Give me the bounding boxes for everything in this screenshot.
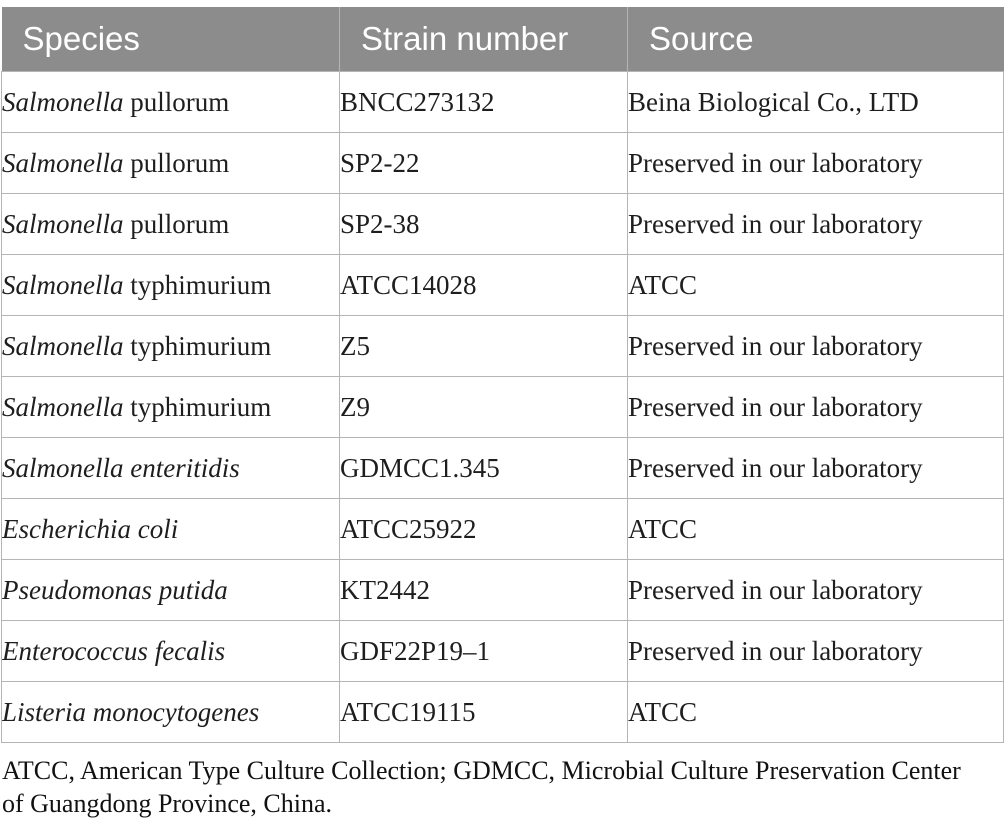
source-cell: ATCC xyxy=(627,498,1004,560)
species-regular-part: typhimurium xyxy=(123,391,272,422)
column-header-strain-number: Strain number xyxy=(339,7,628,72)
strain-number-cell: Z9 xyxy=(339,376,628,438)
species-cell: Salmonella pullorum xyxy=(1,132,340,194)
species-cell: Enterococcus fecalis xyxy=(1,620,340,682)
column-header-species: Species xyxy=(1,7,340,72)
species-cell: Salmonella pullorum xyxy=(1,193,340,255)
species-italic-part: Salmonella xyxy=(2,208,124,239)
source-cell: Beina Biological Co., LTD xyxy=(627,71,1004,133)
column-header-source: Source xyxy=(627,7,1004,72)
species-regular-part: pullorum xyxy=(123,86,230,117)
species-regular-part: typhimurium xyxy=(123,330,272,361)
species-italic-part: Pseudomonas putida xyxy=(2,574,228,605)
table-row: Salmonella enteritidis GDMCC1.345 Preser… xyxy=(1,437,1004,499)
species-regular-part: pullorum xyxy=(123,208,230,239)
species-regular-part: typhimurium xyxy=(123,269,272,300)
source-cell: Preserved in our laboratory xyxy=(627,315,1004,377)
species-italic-part: Enterococcus fecalis xyxy=(2,635,226,666)
table-row: Salmonella pullorum SP2-22 Preserved in … xyxy=(1,132,1004,194)
species-cell: Listeria monocytogenes xyxy=(1,681,340,743)
strain-number-cell: GDMCC1.345 xyxy=(339,437,628,499)
source-cell: Preserved in our laboratory xyxy=(627,559,1004,621)
species-italic-part: Salmonella xyxy=(2,147,124,178)
strain-number-cell: ATCC19115 xyxy=(339,681,628,743)
source-cell: ATCC xyxy=(627,254,1004,316)
table-row: Salmonella typhimurium Z9 Preserved in o… xyxy=(1,376,1004,438)
species-cell: Salmonella typhimurium xyxy=(1,376,340,438)
table-row: Enterococcus fecalis GDF22P19–1 Preserve… xyxy=(1,620,1004,682)
species-cell: Salmonella typhimurium xyxy=(1,254,340,316)
table-row: Salmonella typhimurium Z5 Preserved in o… xyxy=(1,315,1004,377)
strain-number-cell: KT2442 xyxy=(339,559,628,621)
species-cell: Pseudomonas putida xyxy=(1,559,340,621)
source-cell: ATCC xyxy=(627,681,1004,743)
strain-number-cell: SP2-22 xyxy=(339,132,628,194)
species-italic-part: Salmonella enteritidis xyxy=(2,452,240,483)
strain-number-cell: GDF22P19–1 xyxy=(339,620,628,682)
species-italic-part: Salmonella xyxy=(2,269,124,300)
source-cell: Preserved in our laboratory xyxy=(627,437,1004,499)
footnote-line-2: of Guangdong Province, China. xyxy=(2,789,333,818)
strain-number-cell: SP2-38 xyxy=(339,193,628,255)
species-italic-part: Escherichia coli xyxy=(2,513,179,544)
species-cell: Salmonella typhimurium xyxy=(1,315,340,377)
source-cell: Preserved in our laboratory xyxy=(627,620,1004,682)
table-row: Salmonella typhimurium ATCC14028 ATCC xyxy=(1,254,1004,316)
strain-number-cell: Z5 xyxy=(339,315,628,377)
strains-table-wrap: Species Strain number Source Salmonella … xyxy=(1,7,1004,743)
source-cell: Preserved in our laboratory xyxy=(627,193,1004,255)
source-cell: Preserved in our laboratory xyxy=(627,376,1004,438)
species-italic-part: Salmonella xyxy=(2,330,124,361)
strain-number-cell: BNCC273132 xyxy=(339,71,628,133)
species-italic-part: Salmonella xyxy=(2,86,124,117)
species-cell: Salmonella pullorum xyxy=(1,71,340,133)
species-cell: Salmonella enteritidis xyxy=(1,437,340,499)
table-row: Salmonella pullorum BNCC273132 Beina Bio… xyxy=(1,71,1004,133)
species-regular-part: pullorum xyxy=(123,147,230,178)
strain-number-cell: ATCC14028 xyxy=(339,254,628,316)
species-cell: Escherichia coli xyxy=(1,498,340,560)
source-cell: Preserved in our laboratory xyxy=(627,132,1004,194)
strain-number-cell: ATCC25922 xyxy=(339,498,628,560)
table-row: Pseudomonas putida KT2442 Preserved in o… xyxy=(1,559,1004,621)
species-italic-part: Salmonella xyxy=(2,391,124,422)
species-italic-part: Listeria monocytogenes xyxy=(2,696,260,727)
strains-table: Species Strain number Source Salmonella … xyxy=(1,7,1004,743)
table-header-row: Species Strain number Source xyxy=(1,7,1004,72)
table-footnote: ATCC, American Type Culture Collection; … xyxy=(2,754,1005,820)
table-row: Salmonella pullorum SP2-38 Preserved in … xyxy=(1,193,1004,255)
table-row: Escherichia coli ATCC25922 ATCC xyxy=(1,498,1004,560)
table-row: Listeria monocytogenes ATCC19115 ATCC xyxy=(1,681,1004,743)
footnote-line-1: ATCC, American Type Culture Collection; … xyxy=(2,756,961,785)
